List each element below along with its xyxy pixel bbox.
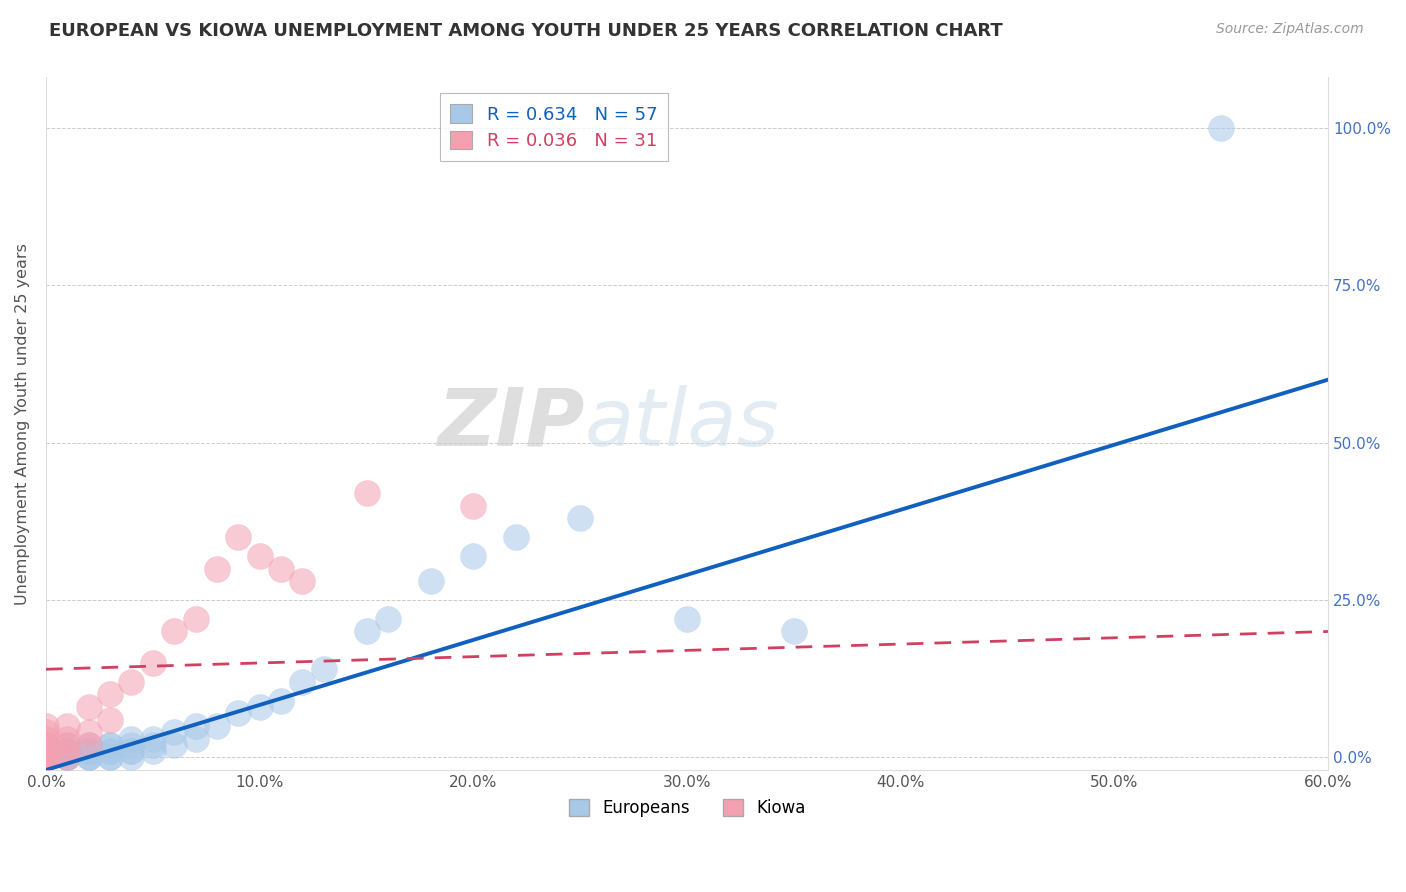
Point <box>142 744 165 758</box>
Point <box>56 744 79 758</box>
Point <box>35 750 58 764</box>
Point <box>356 624 378 639</box>
Point <box>356 486 378 500</box>
Point <box>205 561 228 575</box>
Point <box>463 549 485 563</box>
Point <box>120 674 142 689</box>
Y-axis label: Unemployment Among Youth under 25 years: Unemployment Among Youth under 25 years <box>15 243 30 605</box>
Point <box>505 530 527 544</box>
Point <box>98 750 121 764</box>
Point <box>35 731 58 746</box>
Point <box>184 612 207 626</box>
Point <box>142 738 165 752</box>
Point <box>56 750 79 764</box>
Point <box>56 738 79 752</box>
Point <box>77 738 100 752</box>
Point <box>98 713 121 727</box>
Point <box>77 700 100 714</box>
Point <box>77 725 100 739</box>
Point <box>163 624 186 639</box>
Point <box>163 725 186 739</box>
Text: atlas: atlas <box>585 384 779 463</box>
Point <box>98 750 121 764</box>
Point <box>56 750 79 764</box>
Point <box>120 731 142 746</box>
Point <box>35 750 58 764</box>
Point <box>249 549 271 563</box>
Point <box>270 694 292 708</box>
Point <box>419 574 441 588</box>
Point <box>291 574 314 588</box>
Point <box>56 750 79 764</box>
Point <box>163 738 186 752</box>
Point <box>184 719 207 733</box>
Point <box>56 744 79 758</box>
Point <box>35 750 58 764</box>
Point <box>35 738 58 752</box>
Point <box>377 612 399 626</box>
Point <box>35 725 58 739</box>
Point <box>120 738 142 752</box>
Point <box>56 744 79 758</box>
Text: EUROPEAN VS KIOWA UNEMPLOYMENT AMONG YOUTH UNDER 25 YEARS CORRELATION CHART: EUROPEAN VS KIOWA UNEMPLOYMENT AMONG YOU… <box>49 22 1002 40</box>
Point <box>35 750 58 764</box>
Point <box>56 731 79 746</box>
Point <box>98 738 121 752</box>
Point <box>98 738 121 752</box>
Text: ZIP: ZIP <box>437 384 585 463</box>
Point <box>270 561 292 575</box>
Point <box>35 750 58 764</box>
Point <box>35 750 58 764</box>
Point <box>35 738 58 752</box>
Point <box>77 744 100 758</box>
Point <box>56 719 79 733</box>
Point <box>56 750 79 764</box>
Point <box>77 750 100 764</box>
Point <box>98 688 121 702</box>
Legend: Europeans, Kiowa: Europeans, Kiowa <box>562 792 813 824</box>
Point <box>56 738 79 752</box>
Point <box>184 731 207 746</box>
Point <box>35 750 58 764</box>
Point <box>77 750 100 764</box>
Point <box>142 731 165 746</box>
Point <box>676 612 699 626</box>
Point <box>98 744 121 758</box>
Point <box>35 750 58 764</box>
Point <box>56 750 79 764</box>
Point <box>120 744 142 758</box>
Point <box>98 744 121 758</box>
Point <box>463 499 485 513</box>
Point <box>35 750 58 764</box>
Point <box>35 750 58 764</box>
Point <box>35 719 58 733</box>
Point <box>249 700 271 714</box>
Point <box>569 511 592 525</box>
Point <box>35 750 58 764</box>
Point <box>35 750 58 764</box>
Point <box>77 744 100 758</box>
Point <box>783 624 806 639</box>
Point <box>226 530 249 544</box>
Point <box>205 719 228 733</box>
Point <box>312 662 335 676</box>
Point <box>226 706 249 721</box>
Point <box>291 674 314 689</box>
Point <box>120 750 142 764</box>
Point <box>56 750 79 764</box>
Point <box>35 744 58 758</box>
Point <box>1211 120 1233 135</box>
Point <box>77 738 100 752</box>
Text: Source: ZipAtlas.com: Source: ZipAtlas.com <box>1216 22 1364 37</box>
Point <box>142 656 165 670</box>
Point <box>120 744 142 758</box>
Point <box>35 744 58 758</box>
Point <box>77 750 100 764</box>
Point <box>35 750 58 764</box>
